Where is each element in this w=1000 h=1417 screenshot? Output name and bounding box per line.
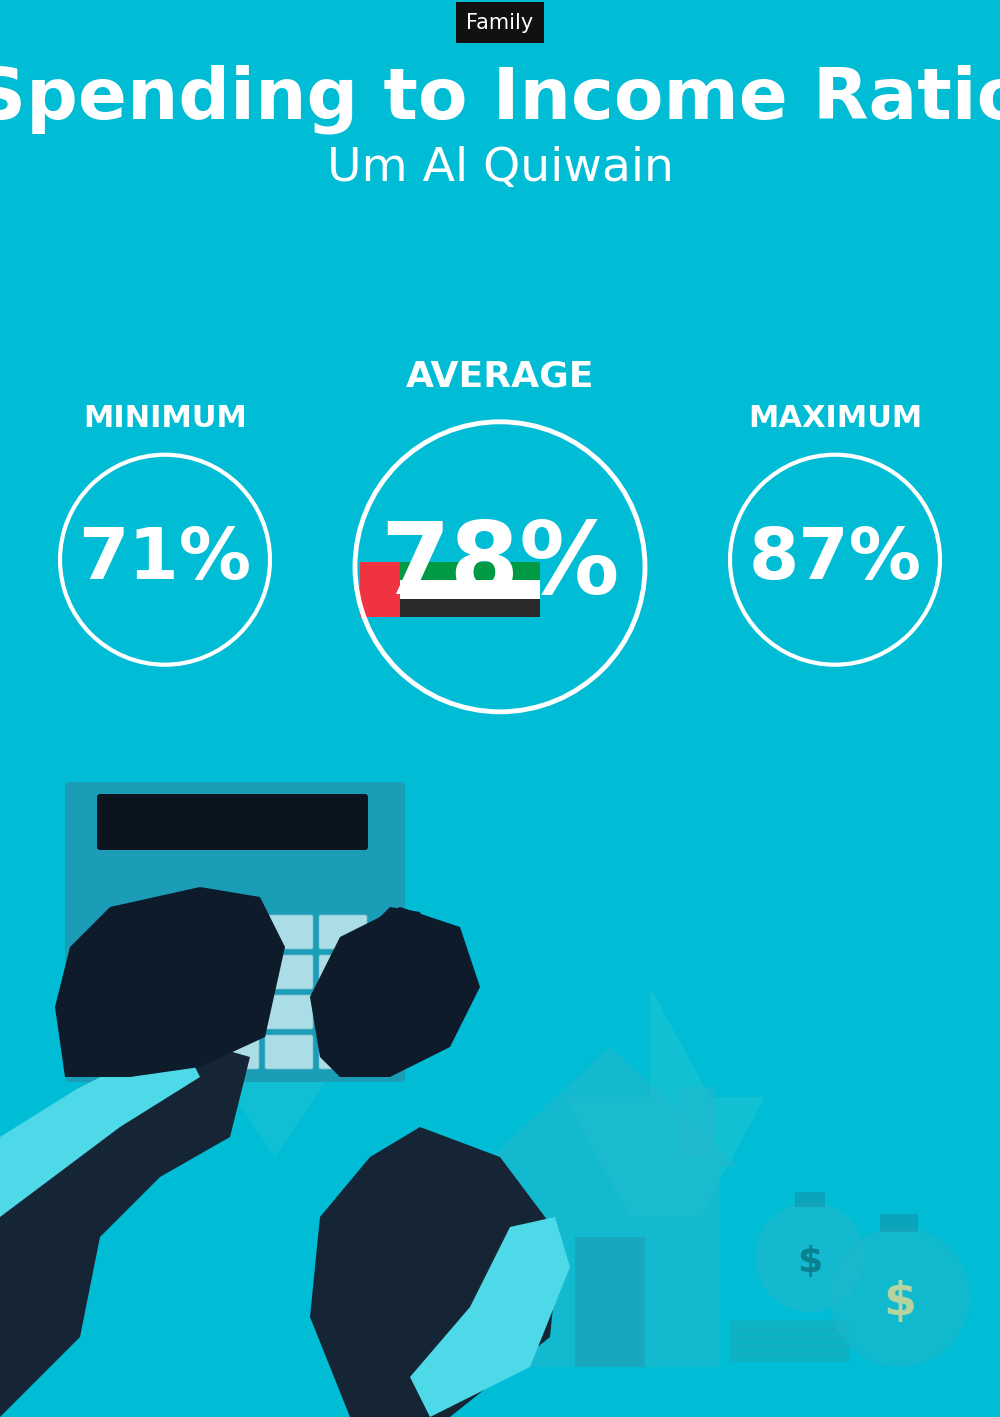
FancyBboxPatch shape (157, 915, 205, 949)
Bar (500, 1168, 720, 1367)
FancyBboxPatch shape (265, 955, 313, 989)
FancyBboxPatch shape (157, 1034, 205, 1068)
Bar (730, 1328, 850, 1338)
FancyBboxPatch shape (211, 1034, 259, 1068)
FancyBboxPatch shape (211, 995, 259, 1029)
FancyBboxPatch shape (65, 782, 405, 1083)
Circle shape (755, 1202, 865, 1312)
Bar (400, 598, 540, 616)
FancyBboxPatch shape (319, 955, 367, 989)
FancyBboxPatch shape (319, 1034, 367, 1068)
Bar (730, 1352, 850, 1362)
Text: $: $ (884, 1280, 916, 1325)
Polygon shape (480, 1047, 740, 1168)
Bar (730, 1336, 850, 1346)
Text: Spending to Income Ratio: Spending to Income Ratio (0, 64, 1000, 135)
Polygon shape (215, 998, 335, 1158)
FancyBboxPatch shape (319, 915, 367, 949)
FancyBboxPatch shape (157, 955, 205, 989)
Bar (400, 581, 540, 598)
Bar (730, 1321, 850, 1331)
Circle shape (830, 1227, 970, 1367)
Polygon shape (0, 1037, 250, 1417)
Bar (680, 1087, 715, 1158)
FancyBboxPatch shape (265, 915, 313, 949)
FancyBboxPatch shape (265, 995, 313, 1029)
FancyBboxPatch shape (265, 1034, 313, 1068)
Polygon shape (230, 877, 400, 1027)
Bar (575, 1237, 645, 1367)
FancyBboxPatch shape (103, 995, 151, 1029)
FancyBboxPatch shape (211, 915, 259, 949)
FancyBboxPatch shape (97, 794, 368, 850)
Text: MAXIMUM: MAXIMUM (748, 404, 922, 432)
Polygon shape (55, 887, 285, 1077)
Polygon shape (0, 1037, 200, 1217)
Bar (795, 1192, 825, 1207)
Text: 71%: 71% (78, 526, 252, 594)
FancyBboxPatch shape (211, 955, 259, 989)
FancyBboxPatch shape (103, 955, 151, 989)
Polygon shape (565, 988, 765, 1217)
FancyBboxPatch shape (319, 995, 367, 1029)
FancyBboxPatch shape (157, 995, 205, 1029)
Bar (730, 1343, 850, 1355)
Text: Family: Family (466, 13, 534, 33)
Bar (400, 563, 540, 581)
FancyBboxPatch shape (103, 915, 151, 949)
Polygon shape (310, 1127, 560, 1417)
Polygon shape (310, 907, 480, 1077)
Text: AVERAGE: AVERAGE (406, 360, 594, 394)
Polygon shape (370, 907, 430, 962)
Text: $: $ (797, 1246, 823, 1280)
Text: MINIMUM: MINIMUM (83, 404, 247, 432)
Bar (360, 563, 400, 616)
Bar (880, 1214, 918, 1231)
Text: 78%: 78% (380, 519, 620, 615)
Polygon shape (410, 1217, 570, 1417)
Text: 87%: 87% (748, 526, 922, 594)
Text: Um Al Quiwain: Um Al Quiwain (327, 146, 673, 191)
FancyBboxPatch shape (103, 1034, 151, 1068)
